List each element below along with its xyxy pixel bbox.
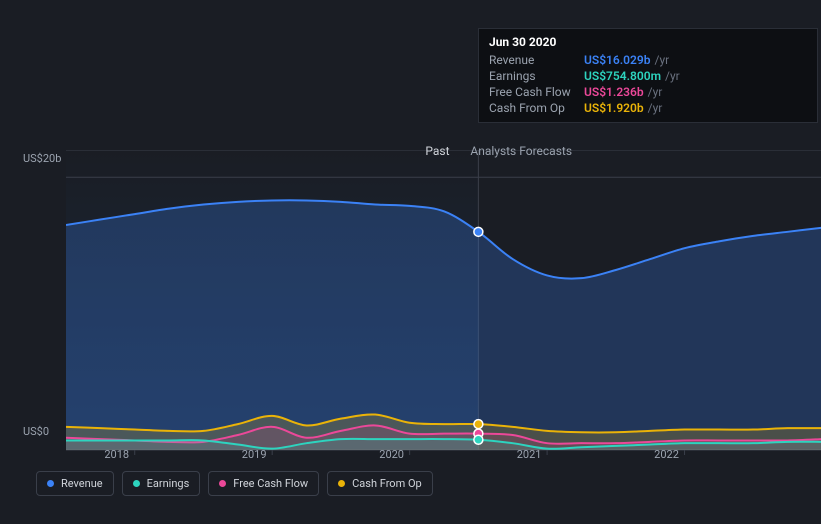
legend-item-free-cash-flow[interactable]: Free Cash Flow: [208, 471, 319, 496]
tooltip-unit: /yr: [648, 85, 663, 99]
x-axis-tick: 2021: [517, 448, 542, 461]
forecast-label: Analysts Forecasts: [470, 144, 572, 158]
tooltip-unit: /yr: [665, 69, 680, 83]
tooltip-row: Free Cash FlowUS$1.236b/yr: [489, 84, 807, 100]
x-axis-tick: 2022: [654, 448, 679, 461]
tooltip-unit: /yr: [648, 101, 663, 115]
legend-dot: [47, 480, 54, 487]
legend-label: Revenue: [61, 477, 103, 490]
tooltip-row: EarningsUS$754.800m/yr: [489, 68, 807, 84]
legend-dot: [133, 480, 140, 487]
legend-item-revenue[interactable]: Revenue: [36, 471, 114, 496]
x-axis-tick: 2018: [104, 448, 129, 461]
tooltip-label: Revenue: [489, 53, 584, 67]
plot-area[interactable]: [66, 150, 821, 480]
legend-dot: [338, 480, 345, 487]
tooltip-unit: /yr: [655, 53, 670, 67]
tooltip-value: US$1.236b: [584, 85, 644, 99]
tooltip-date: Jun 30 2020: [489, 35, 807, 49]
tooltip-row: Cash From OpUS$1.920b/yr: [489, 100, 807, 116]
chart-container: Jun 30 2020RevenueUS$16.029b/yrEarningsU…: [18, 10, 803, 506]
x-axis-tick: 2020: [379, 448, 404, 461]
legend-item-cash-from-op[interactable]: Cash From Op: [327, 471, 433, 496]
tooltip-label: Earnings: [489, 69, 584, 83]
y-axis-label: US$20b: [23, 152, 61, 165]
x-axis-tick: 2019: [242, 448, 267, 461]
legend-label: Earnings: [147, 477, 190, 490]
tooltip-value: US$16.029b: [584, 53, 651, 67]
tooltip-value: US$1.920b: [584, 101, 644, 115]
legend-dot: [219, 480, 226, 487]
tooltip-label: Cash From Op: [489, 101, 584, 115]
chart-legend: Revenue Earnings Free Cash Flow Cash From O…: [36, 471, 433, 496]
chart-tooltip: Jun 30 2020RevenueUS$16.029b/yrEarningsU…: [478, 28, 818, 123]
legend-label: Free Cash Flow: [233, 477, 308, 490]
tooltip-value: US$754.800m: [584, 69, 661, 83]
tooltip-row: RevenueUS$16.029b/yr: [489, 52, 807, 68]
legend-label: Cash From Op: [352, 477, 422, 490]
legend-item-earnings[interactable]: Earnings: [122, 471, 201, 496]
past-label: Past: [425, 144, 449, 158]
y-axis-label: US$0: [23, 425, 49, 438]
tooltip-label: Free Cash Flow: [489, 85, 584, 99]
